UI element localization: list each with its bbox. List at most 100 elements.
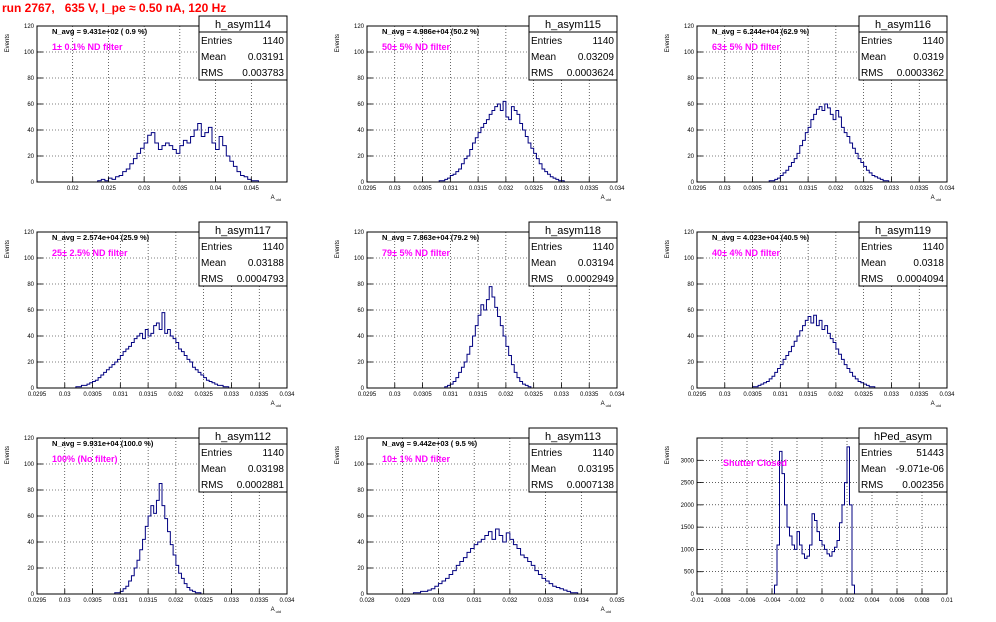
x-tick-label: 0.0315 <box>139 392 158 398</box>
y-tick-label: 60 <box>27 102 34 108</box>
y-tick-label: 40 <box>27 540 34 546</box>
navg-label: N_avg = 9.431e+02 ( 0.9 %) <box>52 27 148 36</box>
x-tick-label: 0.0295 <box>688 392 707 398</box>
y-tick-label: 2000 <box>681 503 695 509</box>
stats-label: RMS <box>201 480 224 491</box>
stats-box <box>198 15 288 81</box>
stats-histogram-name: h_asym115 <box>545 19 601 31</box>
histogram-line <box>752 314 876 388</box>
x-tick-label: 0.0305 <box>413 392 432 398</box>
x-tick-label: 0.0315 <box>139 598 158 604</box>
x-axis-title-subscript: uid <box>276 609 281 614</box>
y-tick-label: 1500 <box>681 525 695 531</box>
x-tick-label: 0.033 <box>884 392 900 398</box>
stats-label: RMS <box>201 274 224 285</box>
y-tick-label: 0 <box>691 386 695 392</box>
y-tick-label: 120 <box>354 24 365 30</box>
navg-label: N_avg = 4.986e+04 (50.2 %) <box>382 27 480 36</box>
filter-annotation: 100% (No filter) <box>52 454 118 464</box>
y-tick-label: 100 <box>354 50 365 56</box>
histogram-panel: 0.0295 0.03 0.0305 0.031 0.0315 0.032 0.0325 0.… <box>5 427 295 614</box>
y-tick-label: 120 <box>354 230 365 236</box>
y-tick-label: 1000 <box>681 547 695 553</box>
histogram-line <box>438 100 565 182</box>
x-tick-label: 0.006 <box>889 598 905 604</box>
stats-label: Entries <box>201 242 232 253</box>
y-tick-label: 20 <box>27 566 34 572</box>
stats-value: 1140 <box>592 448 614 459</box>
navg-label: N_avg = 2.574e+04 (25.9 %) <box>52 233 150 242</box>
x-tick-label: 0.0335 <box>580 186 599 192</box>
stats-value: 0.03198 <box>248 464 285 475</box>
y-tick-label: 40 <box>357 128 364 134</box>
stats-label: Entries <box>531 242 562 253</box>
x-tick-label: 0.0325 <box>854 186 873 192</box>
y-tick-label: 60 <box>27 308 34 314</box>
stats-value: 0.0004094 <box>897 274 945 285</box>
x-tick-label: 0.0325 <box>194 392 213 398</box>
x-tick-label: 0.034 <box>279 598 295 604</box>
x-tick-label: 0.0325 <box>524 186 543 192</box>
y-tick-label: 20 <box>357 360 364 366</box>
stats-label: RMS <box>531 480 554 491</box>
y-tick-label: 20 <box>27 154 34 160</box>
x-tick-label: 0.0305 <box>83 392 102 398</box>
x-tick-label: 0.034 <box>574 598 590 604</box>
x-tick-label: 0.04 <box>210 186 222 192</box>
y-tick-label: 2500 <box>681 481 695 487</box>
x-tick-label: -0.004 <box>763 598 781 604</box>
y-axis-title: Events <box>5 34 11 52</box>
x-tick-label: 0.002 <box>839 598 855 604</box>
histogram-line <box>412 528 579 594</box>
x-axis-title-subscript: uid <box>276 197 281 202</box>
stats-value: 1140 <box>922 242 944 253</box>
x-tick-label: 0.034 <box>939 186 955 192</box>
x-axis-title: Auid <box>601 401 611 408</box>
navg-label: N_avg = 4.023e+04 (40.5 %) <box>712 233 810 242</box>
x-tick-label: 0.031 <box>773 392 789 398</box>
histogram-panel: 0.0295 0.03 0.0305 0.031 0.0315 0.032 0.0325 0.… <box>5 221 295 408</box>
y-tick-label: 80 <box>357 488 364 494</box>
y-tick-label: 0 <box>361 592 365 598</box>
stats-label: Entries <box>861 242 892 253</box>
x-tick-label: 0.025 <box>101 186 117 192</box>
stats-label: Entries <box>201 448 232 459</box>
x-axis-title: Auid <box>271 607 281 614</box>
y-tick-label: 40 <box>357 334 364 340</box>
stats-value: 51443 <box>916 448 944 459</box>
x-axis-title-main: A <box>601 607 605 613</box>
navg-label: N_avg = 9.442e+03 ( 9.5 %) <box>382 439 478 448</box>
x-axis-title-subscript: uid <box>606 609 611 614</box>
y-tick-label: 80 <box>27 488 34 494</box>
x-axis-title-main: A <box>601 195 605 201</box>
stats-box <box>858 427 948 493</box>
y-tick-label: 60 <box>27 514 34 520</box>
y-tick-label: 120 <box>684 230 695 236</box>
stats-label: Mean <box>531 464 556 475</box>
stats-label: Mean <box>201 52 226 63</box>
x-tick-label: 0.032 <box>498 392 514 398</box>
stats-label: Entries <box>531 36 562 47</box>
stats-value: 0.03191 <box>248 52 285 63</box>
x-tick-label: 0.0335 <box>250 392 269 398</box>
x-tick-label: 0.035 <box>172 186 188 192</box>
y-tick-label: 100 <box>24 50 35 56</box>
stats-value: 0.03194 <box>578 258 615 269</box>
x-tick-label: 0.03 <box>138 186 150 192</box>
x-tick-label: 0.0315 <box>469 392 488 398</box>
stats-histogram-name: h_asym112 <box>215 431 271 443</box>
y-axis-title: Events <box>5 240 11 258</box>
x-axis-title: Auid <box>931 401 941 408</box>
y-tick-label: 120 <box>684 24 695 30</box>
stats-histogram-name: h_asym116 <box>875 19 931 31</box>
y-tick-label: 100 <box>354 462 365 468</box>
x-tick-label: 0.0325 <box>854 392 873 398</box>
x-tick-label: 0.033 <box>538 598 554 604</box>
navg-label: N_avg = 6.244e+04 (62.9 %) <box>712 27 810 36</box>
stats-value: 0.0003362 <box>897 68 945 79</box>
y-tick-label: 60 <box>357 308 364 314</box>
x-tick-label: 0.008 <box>914 598 930 604</box>
y-tick-label: 0 <box>31 180 35 186</box>
x-tick-label: 0.028 <box>359 598 375 604</box>
histogram-panel: 0.0295 0.03 0.0305 0.031 0.0315 0.032 0.0325 0.… <box>335 15 625 202</box>
